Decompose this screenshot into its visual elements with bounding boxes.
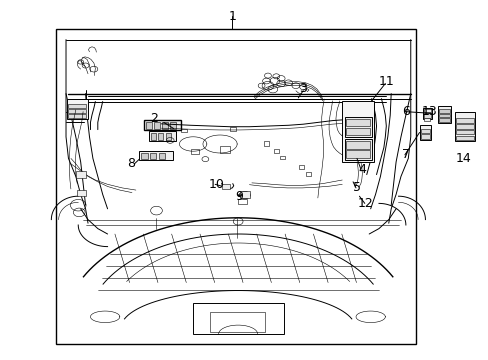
Bar xyxy=(68,104,85,108)
Text: 5: 5 xyxy=(352,181,360,194)
Bar xyxy=(279,156,284,159)
Bar xyxy=(193,303,283,334)
Bar xyxy=(162,122,167,129)
Bar xyxy=(346,150,369,158)
Bar xyxy=(346,119,369,126)
Bar xyxy=(68,109,85,113)
Bar xyxy=(146,122,152,129)
Bar xyxy=(438,118,449,122)
Bar xyxy=(423,109,430,112)
Bar xyxy=(229,127,235,131)
Bar xyxy=(346,128,369,135)
Bar xyxy=(181,129,186,132)
Text: 11: 11 xyxy=(378,75,393,87)
Bar xyxy=(422,108,431,119)
Text: 4: 4 xyxy=(357,163,365,176)
Text: 9: 9 xyxy=(235,190,243,203)
Bar xyxy=(144,120,181,130)
Text: 12: 12 xyxy=(357,197,373,210)
Bar xyxy=(159,153,165,159)
Bar xyxy=(67,99,87,119)
Bar xyxy=(149,131,176,141)
Text: 3: 3 xyxy=(299,82,306,95)
Bar xyxy=(346,141,369,149)
Bar xyxy=(210,312,264,332)
Bar xyxy=(455,124,473,129)
Bar xyxy=(423,113,430,118)
Bar xyxy=(438,114,449,117)
Bar xyxy=(264,141,268,146)
Bar xyxy=(237,199,247,204)
Bar xyxy=(342,101,373,162)
Text: 13: 13 xyxy=(421,105,436,118)
Bar xyxy=(420,129,429,133)
Bar xyxy=(150,153,156,159)
Bar xyxy=(455,136,473,140)
Bar xyxy=(158,133,163,140)
Bar xyxy=(141,153,147,159)
Text: 7: 7 xyxy=(401,148,409,161)
Bar xyxy=(305,172,310,176)
Bar xyxy=(76,171,86,178)
Text: 10: 10 xyxy=(208,178,224,191)
Bar xyxy=(344,139,371,160)
Bar xyxy=(139,151,172,160)
Text: 2: 2 xyxy=(150,112,158,125)
Bar xyxy=(419,125,430,140)
Bar xyxy=(68,114,85,118)
Text: 8: 8 xyxy=(127,157,135,170)
Bar xyxy=(77,190,85,196)
Bar xyxy=(220,146,229,153)
Bar xyxy=(273,149,278,153)
Bar xyxy=(239,191,250,198)
Text: 6: 6 xyxy=(401,105,409,118)
Bar xyxy=(154,122,160,129)
Bar xyxy=(420,134,429,139)
Bar xyxy=(299,165,304,169)
Text: 14: 14 xyxy=(455,152,470,165)
Bar xyxy=(169,122,175,129)
Bar xyxy=(344,117,371,137)
Bar xyxy=(455,130,473,134)
Bar xyxy=(454,112,474,141)
Bar xyxy=(165,133,170,140)
Bar xyxy=(424,118,429,121)
Bar xyxy=(437,106,450,123)
Bar xyxy=(221,184,230,189)
Bar xyxy=(455,118,473,123)
Bar xyxy=(438,109,449,113)
Bar xyxy=(56,29,415,344)
Text: 1: 1 xyxy=(228,10,236,23)
Bar xyxy=(151,133,156,140)
Bar xyxy=(190,149,198,154)
